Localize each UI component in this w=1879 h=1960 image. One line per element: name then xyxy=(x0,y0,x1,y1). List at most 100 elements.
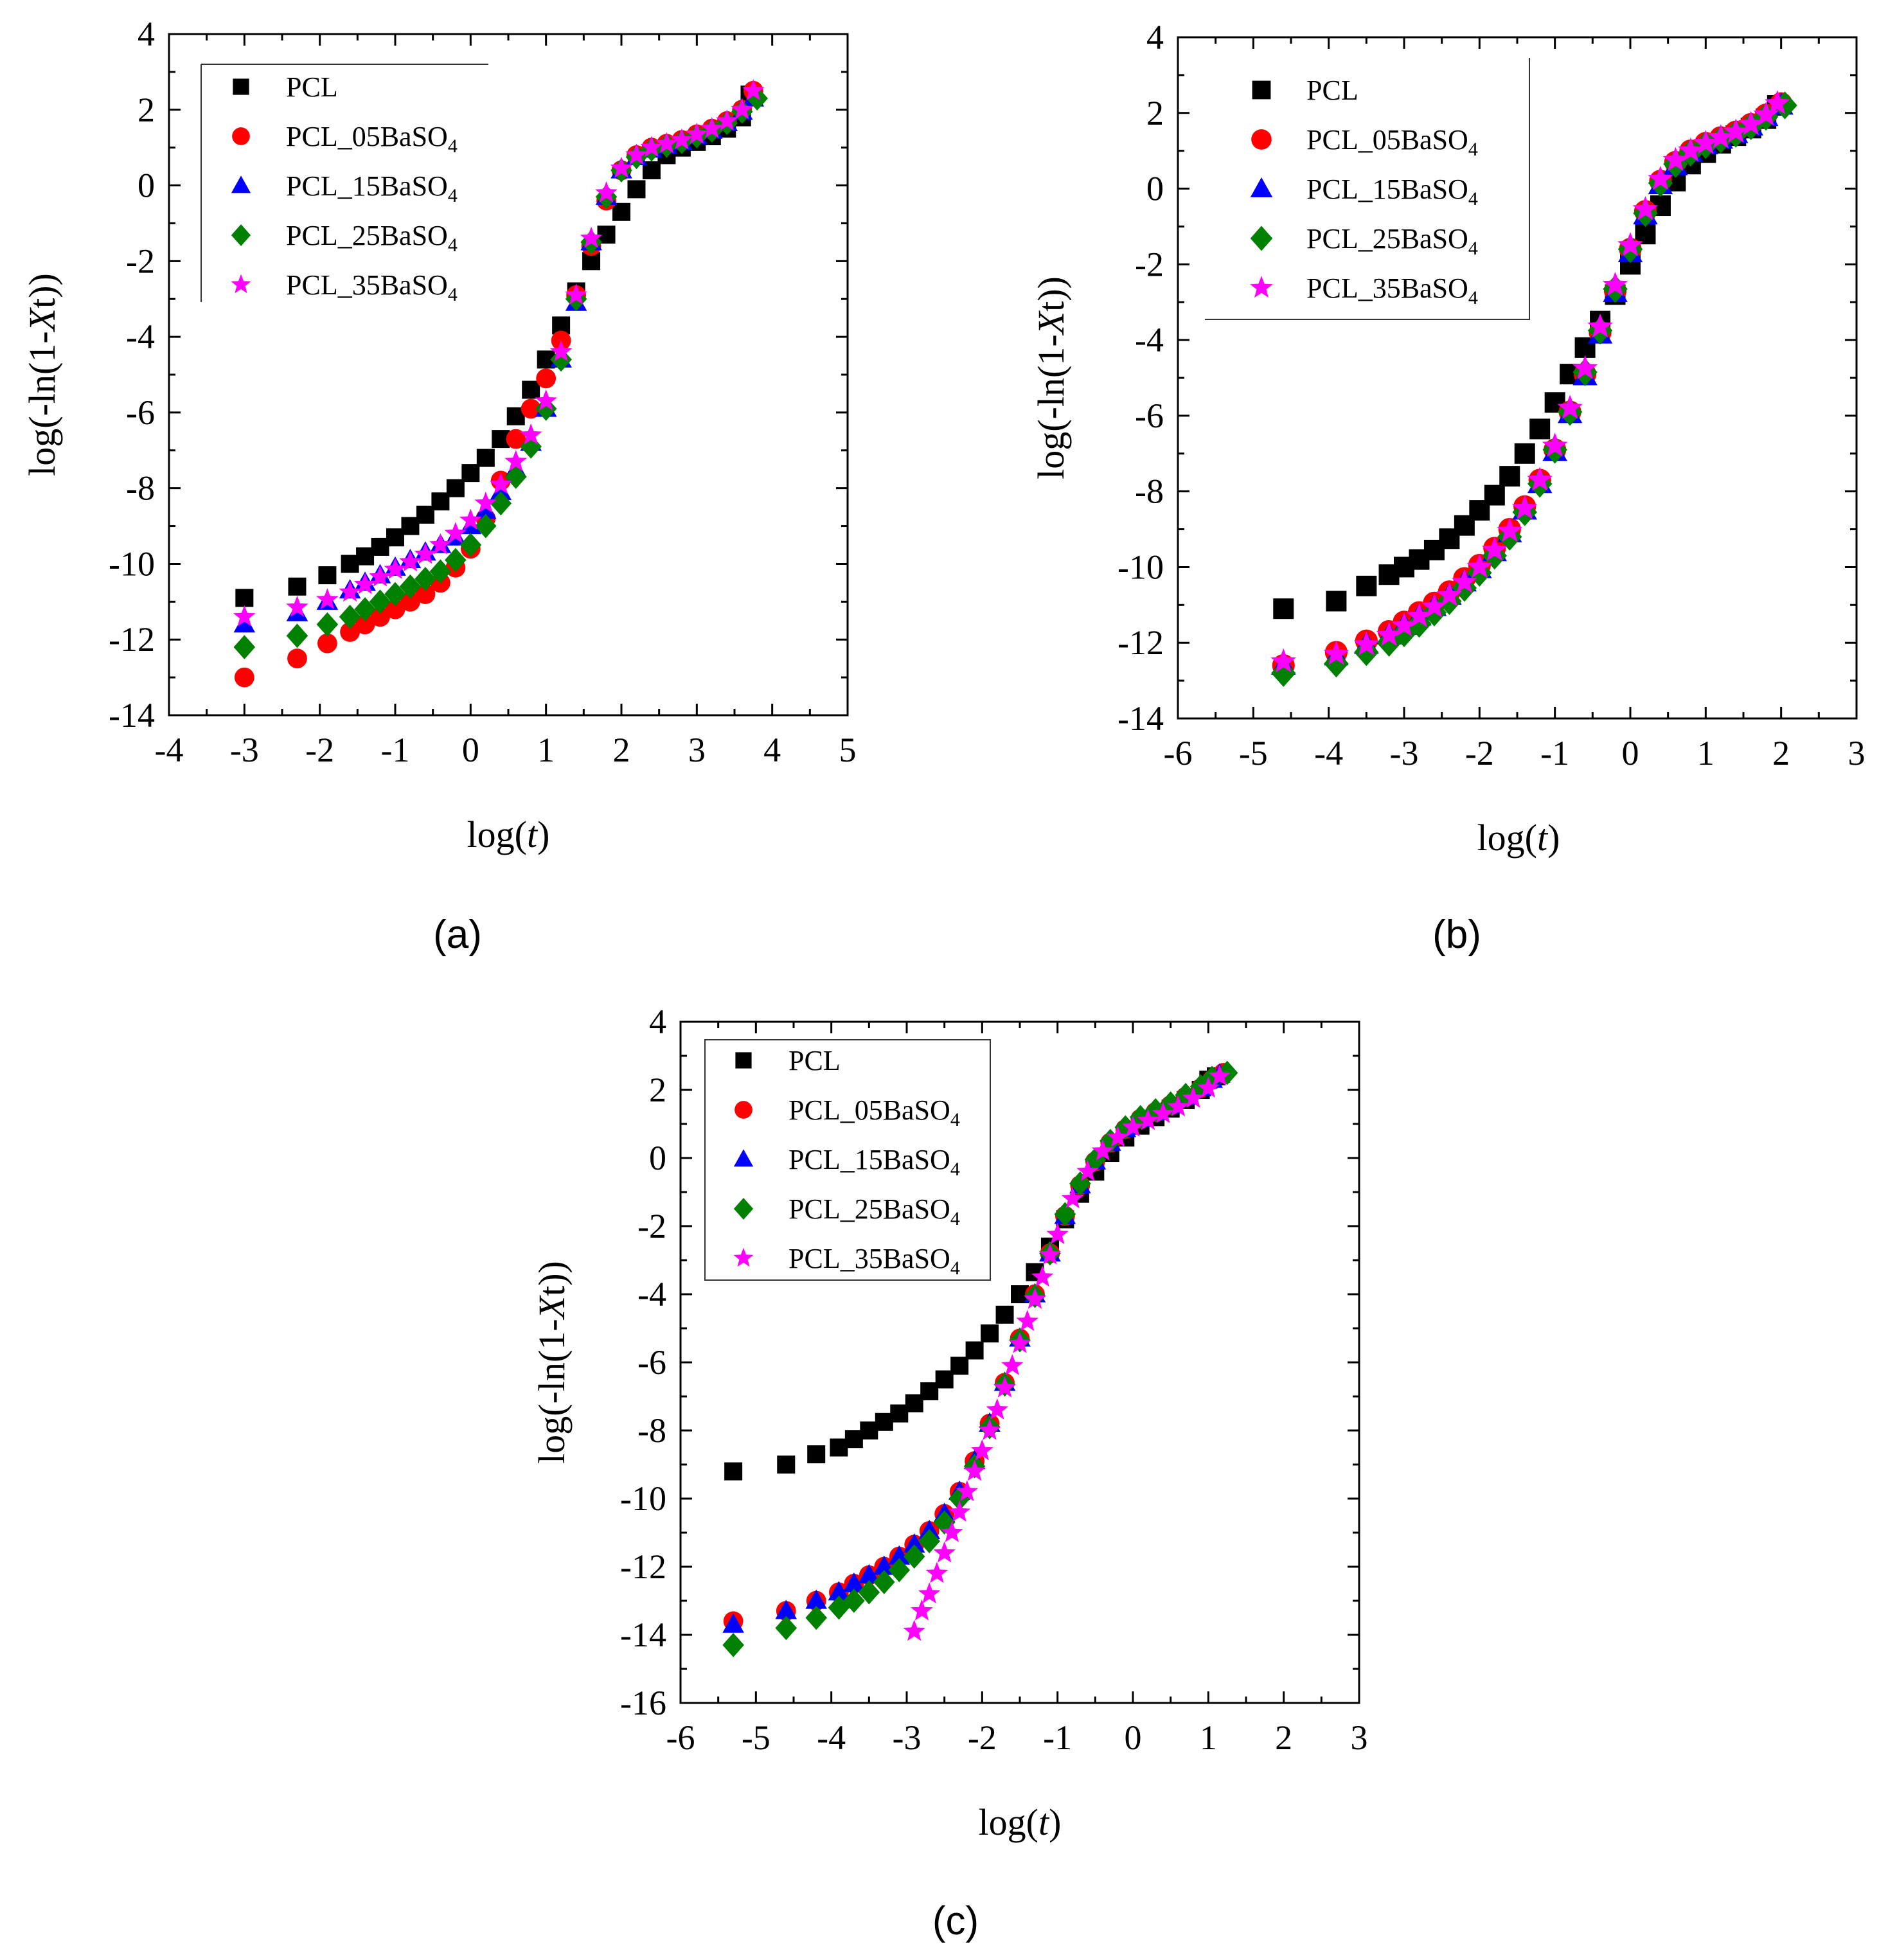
legend-label: PCL_05BaSO4 xyxy=(788,1094,960,1130)
y-tick-label: -2 xyxy=(637,1207,666,1245)
legend-label: PCL_25BaSO4 xyxy=(788,1193,960,1229)
y-tick-label: -8 xyxy=(126,469,155,508)
data-point xyxy=(235,589,253,607)
y-axis-label: log(-ln(1-Xt)) xyxy=(531,1261,573,1464)
legend-label-subscript: 4 xyxy=(950,1109,960,1130)
data-point xyxy=(477,449,495,467)
figure-root: -4 -3 -2 -1 0 1 2 3 4 5 420-2-4-6-8-10-12-14 PCLP… xyxy=(0,0,1879,1960)
x-tick-label: -1 xyxy=(381,731,410,769)
legend: PCL PCL_05BaSO4 PCL_15BaSO4 PCL_25BaSO4 PCL_… xyxy=(201,64,488,305)
triangle-marker-icon xyxy=(231,175,251,193)
y-axis-label: log(-ln(1-Xt)) xyxy=(21,273,63,476)
legend-label: PCL_35BaSO4 xyxy=(1306,272,1478,308)
panel-b: -6 -5 -4 -3 -2 -1 0 1 2 3 420-2-4-6-8-10-12-14 PC… xyxy=(1030,18,1866,957)
legend-item: PCL_05BaSO4 xyxy=(735,1094,960,1130)
y-tick-label: -8 xyxy=(1135,472,1164,511)
y-tick-label: -6 xyxy=(1135,396,1164,435)
triangle-marker-icon xyxy=(1251,177,1273,197)
x-axis-label: log(t) xyxy=(1477,817,1560,859)
data-point xyxy=(966,1341,984,1359)
y-tick-label: -6 xyxy=(637,1343,666,1382)
y-tick-label: 0 xyxy=(649,1139,666,1177)
data-point xyxy=(981,1324,999,1342)
x-tick-label: 3 xyxy=(1351,1718,1368,1757)
data-point xyxy=(1356,576,1376,596)
legend-label-subscript: 4 xyxy=(950,1159,960,1180)
series-pcl xyxy=(235,85,758,607)
data-point xyxy=(950,1357,968,1375)
x-tick-label: -4 xyxy=(155,731,184,769)
triangle-marker-icon xyxy=(734,1149,753,1166)
legend-label: PCL_15BaSO4 xyxy=(1306,174,1478,209)
legend-label: PCL xyxy=(788,1045,841,1076)
data-point xyxy=(775,1616,797,1641)
x-tick-label: -3 xyxy=(1390,734,1419,772)
circle-marker-icon xyxy=(232,127,250,145)
legend-label: PCL_15BaSO4 xyxy=(286,170,458,206)
y-tick-label: -6 xyxy=(126,393,155,432)
star-marker-icon xyxy=(733,1248,753,1267)
x-tick-label: -5 xyxy=(742,1718,770,1757)
legend-label: PCL_25BaSO4 xyxy=(1306,223,1478,259)
panel-c: -6 -5 -4 -3 -2 -1 0 1 2 3 420-2-4-6-8-10-12-14-16… xyxy=(531,1002,1368,1943)
data-point xyxy=(805,1606,827,1630)
y-tick-label: 2 xyxy=(138,91,155,129)
y-tick-label: -4 xyxy=(1135,321,1164,359)
x-tick-label: -3 xyxy=(893,1718,922,1757)
data-point xyxy=(911,1599,933,1621)
x-tick-label: 2 xyxy=(1772,734,1790,772)
legend-label-subscript: 4 xyxy=(448,136,458,157)
y-tick-label: -14 xyxy=(620,1616,666,1654)
legend-label-subscript: 4 xyxy=(448,284,458,305)
y-tick-label: -8 xyxy=(637,1411,666,1450)
x-tick-label: 2 xyxy=(1275,1718,1292,1757)
star-marker-icon xyxy=(231,274,251,294)
data-point xyxy=(1529,419,1550,440)
y-tick-label: -10 xyxy=(109,544,155,583)
data-point xyxy=(522,381,540,399)
x-tick-labels: -4 -3 -2 -1 0 1 2 3 4 5 xyxy=(155,731,857,769)
legend-item: PCL_25BaSO4 xyxy=(734,1193,960,1229)
legend-label-subscript: 4 xyxy=(448,185,458,206)
data-point xyxy=(903,1620,925,1641)
data-point xyxy=(1499,466,1520,486)
x-tick-label: 1 xyxy=(1200,1718,1217,1757)
data-point xyxy=(287,648,307,668)
y-tick-labels: 4 2 0 -2 -4 -6 -8 -10 -12 -14 xyxy=(1118,18,1164,738)
legend-item: PCL_25BaSO4 xyxy=(231,220,458,256)
x-tick-label: -2 xyxy=(305,731,334,769)
diamond-marker-icon xyxy=(231,224,251,246)
legend-label-subscript: 4 xyxy=(950,1208,960,1229)
x-tick-label: -6 xyxy=(666,1718,695,1757)
y-axis-label: log(-ln(1-Xt)) xyxy=(1030,276,1072,479)
y-tick-label: -14 xyxy=(109,696,155,735)
legend-label: PCL_05BaSO4 xyxy=(286,121,458,157)
y-tick-label: 4 xyxy=(649,1002,666,1041)
legend-item: PCL xyxy=(735,1045,840,1076)
legend-label: PCL xyxy=(286,71,338,103)
legend: PCL PCL_05BaSO4 PCL_15BaSO4 PCL_25BaSO4 PCL_… xyxy=(1205,58,1529,319)
y-tick-label: 2 xyxy=(649,1071,666,1109)
legend-item: PCL_35BaSO4 xyxy=(733,1243,959,1279)
x-axis-label: log(t) xyxy=(979,1801,1062,1843)
x-tick-label: 0 xyxy=(462,731,479,769)
data-point xyxy=(627,180,645,198)
legend-item: PCL xyxy=(1252,75,1358,106)
legend-label: PCL_35BaSO4 xyxy=(286,269,458,305)
x-tick-label: -3 xyxy=(230,731,259,769)
axis-ticks xyxy=(169,34,848,715)
legend-label-subscript: 4 xyxy=(1468,188,1478,209)
legend-item: PCL_25BaSO4 xyxy=(1251,223,1478,259)
x-tick-label: -4 xyxy=(1314,734,1343,772)
x-tick-label: -1 xyxy=(1540,734,1569,772)
legend-label: PCL_05BaSO4 xyxy=(1306,124,1478,160)
legend-label-subscript: 4 xyxy=(448,235,458,256)
data-point xyxy=(996,1306,1014,1324)
square-marker-icon xyxy=(1252,81,1271,100)
data-point xyxy=(317,612,339,637)
x-tick-label: 2 xyxy=(613,731,630,769)
series-pcl-35baso4 xyxy=(903,1065,1231,1641)
panel-label: (b) xyxy=(1432,913,1481,957)
data-point xyxy=(612,203,630,221)
legend-item: PCL_15BaSO4 xyxy=(734,1144,960,1180)
